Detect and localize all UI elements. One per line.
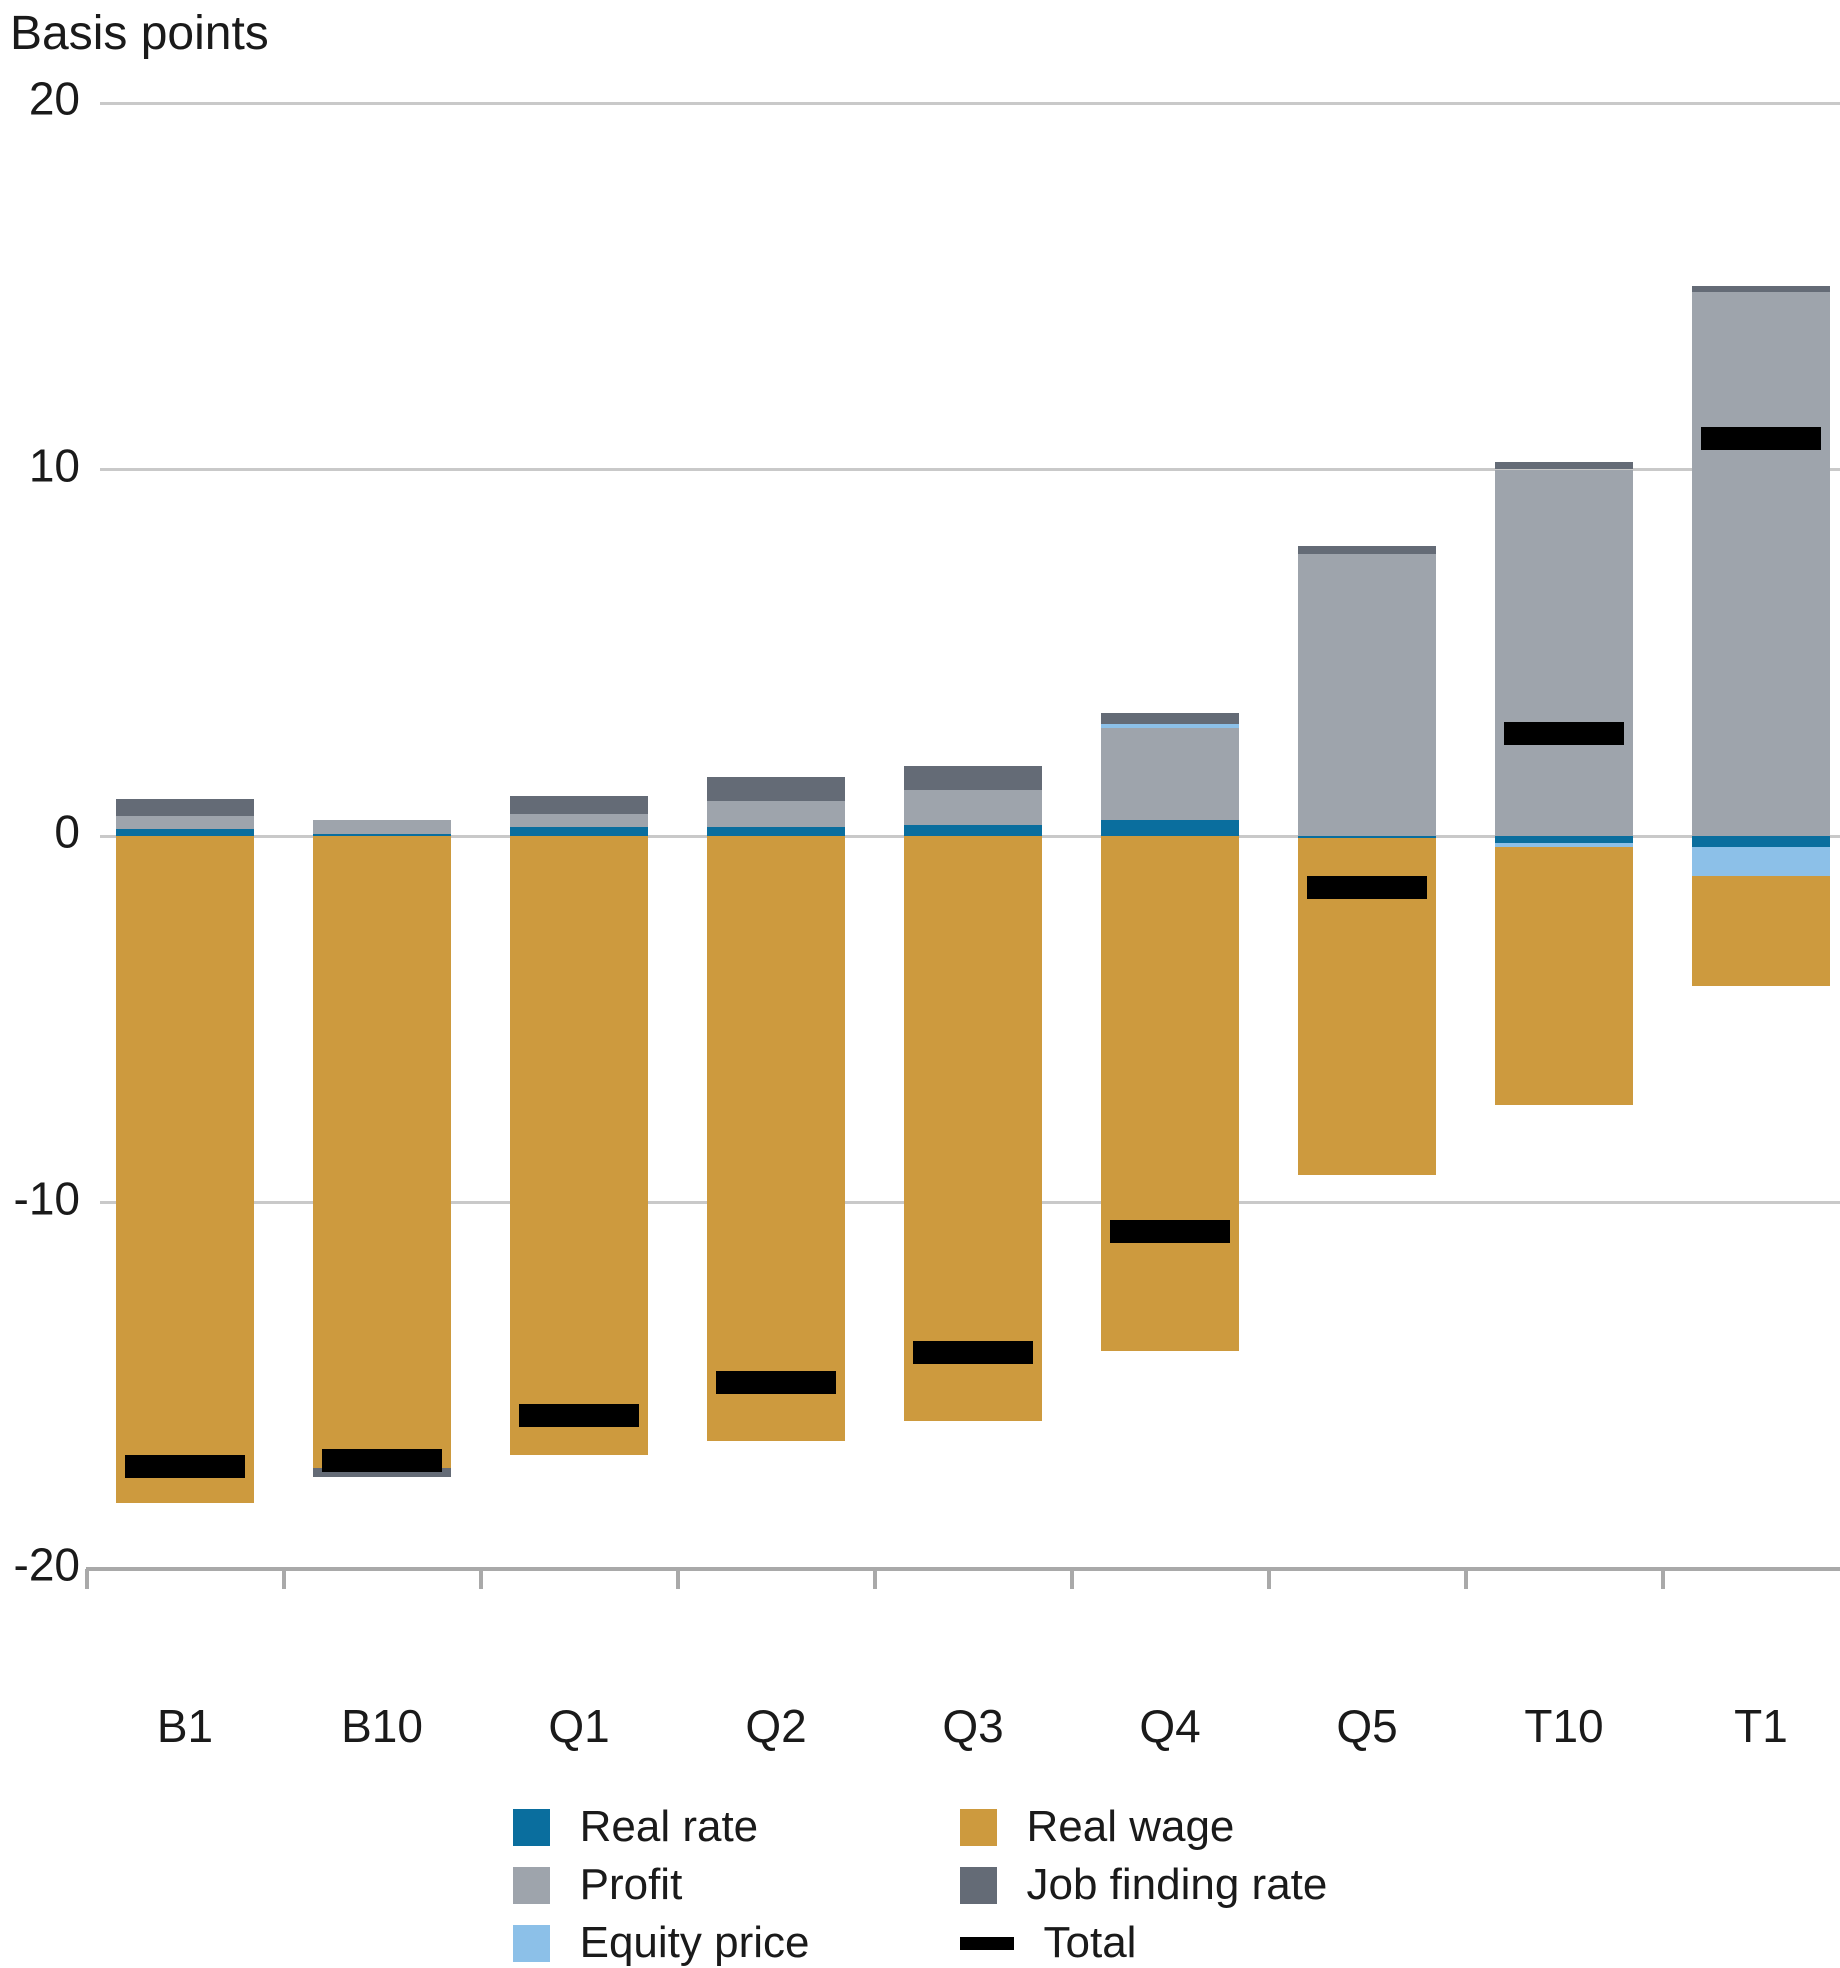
bar-segment-real_wage: [1101, 836, 1239, 1351]
x-axis-line: [86, 1567, 1840, 1571]
bar-segment-job_finding_rate: [1495, 462, 1633, 469]
x-axis-label: B1: [87, 1699, 284, 1753]
bar-segment-real_rate: [116, 829, 254, 836]
x-axis-label: B10: [284, 1699, 481, 1753]
y-axis-tick-label: 20: [0, 72, 80, 126]
y-axis-tick-label: -10: [0, 1171, 80, 1225]
bar-segment-real_rate: [707, 827, 845, 836]
legend-item: Real wage: [960, 1802, 1328, 1852]
total-marker: [1701, 427, 1821, 450]
legend-swatch-icon: [960, 1937, 1014, 1950]
bar-segment-profit: [1692, 292, 1830, 836]
x-axis-label: Q2: [678, 1699, 875, 1753]
x-axis-tick: [873, 1569, 877, 1589]
legend-item: Real rate: [513, 1802, 810, 1852]
legend-label: Job finding rate: [1027, 1860, 1328, 1910]
bar-segment-real_wage: [510, 836, 648, 1455]
legend-swatch-icon: [513, 1809, 550, 1846]
x-axis-label: T10: [1466, 1699, 1663, 1753]
legend-item: Job finding rate: [960, 1860, 1328, 1910]
bar-segment-job_finding_rate: [510, 796, 648, 814]
x-axis-label: Q4: [1072, 1699, 1269, 1753]
legend-swatch-icon: [960, 1867, 997, 1904]
bar-segment-real_rate: [1495, 836, 1633, 843]
legend-label: Total: [1044, 1918, 1137, 1968]
bar-segment-real_wage: [707, 836, 845, 1441]
bar-segment-real_wage: [904, 836, 1042, 1421]
bar-segment-equity_price: [1101, 724, 1239, 728]
legend-label: Real wage: [1027, 1802, 1235, 1852]
bar-segment-real_rate: [1101, 820, 1239, 836]
legend-item: Total: [960, 1918, 1328, 1968]
legend-label: Profit: [580, 1860, 683, 1910]
total-marker: [519, 1404, 639, 1427]
legend-item: Profit: [513, 1860, 810, 1910]
bar-segment-real_wage: [313, 836, 451, 1468]
legend-swatch-icon: [513, 1867, 550, 1904]
x-axis-label: Q1: [481, 1699, 678, 1753]
page-title: Basis points: [10, 8, 269, 61]
legend-label: Real rate: [580, 1802, 759, 1852]
bar-segment-real_rate: [510, 827, 648, 836]
x-axis-tick: [1267, 1569, 1271, 1589]
bar-segment-real_rate: [1692, 836, 1830, 847]
x-axis-tick: [1661, 1569, 1665, 1589]
bar-segment-real_rate: [904, 825, 1042, 836]
x-axis-tick: [676, 1569, 680, 1589]
y-axis-tick-label: 0: [0, 805, 80, 859]
bar-segment-job_finding_rate: [707, 777, 845, 801]
bar-segment-profit: [116, 816, 254, 829]
legend-label: Equity price: [580, 1918, 810, 1968]
legend-item: Equity price: [513, 1918, 810, 1968]
total-marker: [716, 1371, 836, 1394]
total-marker: [322, 1449, 442, 1472]
x-axis-tick: [85, 1569, 89, 1589]
legend-swatch-icon: [960, 1809, 997, 1846]
bar-segment-profit: [313, 820, 451, 835]
y-axis-tick-label: -20: [0, 1538, 80, 1592]
bar-segment-job_finding_rate: [1692, 286, 1830, 291]
x-axis-label: Q3: [875, 1699, 1072, 1753]
total-marker: [1307, 876, 1427, 899]
x-axis-tick: [282, 1569, 286, 1589]
total-marker: [125, 1455, 245, 1478]
bar-segment-real_wage: [116, 836, 254, 1503]
x-axis-tick: [479, 1569, 483, 1589]
bar-segment-profit: [904, 790, 1042, 825]
bar-segment-profit: [1495, 470, 1633, 837]
x-axis-label: Q5: [1269, 1699, 1466, 1753]
bar-segment-profit: [707, 801, 845, 827]
bar-segment-equity_price: [1692, 847, 1830, 876]
bar-segment-job_finding_rate: [904, 766, 1042, 790]
bar-segment-profit: [510, 814, 648, 827]
y-axis-tick-label: 10: [0, 438, 80, 492]
bar-segment-real_wage: [1495, 847, 1633, 1105]
gridline: [100, 102, 1840, 105]
x-axis-tick: [1070, 1569, 1074, 1589]
legend: Real rate Profit Equity price Real wage Job …: [0, 1802, 1840, 1968]
total-marker: [1110, 1220, 1230, 1243]
bar-segment-job_finding_rate: [1101, 713, 1239, 724]
bar-segment-real_wage: [1692, 876, 1830, 986]
legend-swatch-icon: [513, 1925, 550, 1962]
bar-segment-profit: [1101, 728, 1239, 820]
x-axis-tick: [1464, 1569, 1468, 1589]
total-marker: [1504, 722, 1624, 745]
x-axis-label: T1: [1663, 1699, 1840, 1753]
total-marker: [913, 1341, 1033, 1364]
bar-segment-profit: [1298, 554, 1436, 836]
bar-segment-job_finding_rate: [1298, 546, 1436, 553]
legend-column: Real rate Profit Equity price: [513, 1802, 810, 1968]
legend-column: Real wage Job finding rate Total: [960, 1802, 1328, 1968]
bar-segment-job_finding_rate: [116, 799, 254, 815]
